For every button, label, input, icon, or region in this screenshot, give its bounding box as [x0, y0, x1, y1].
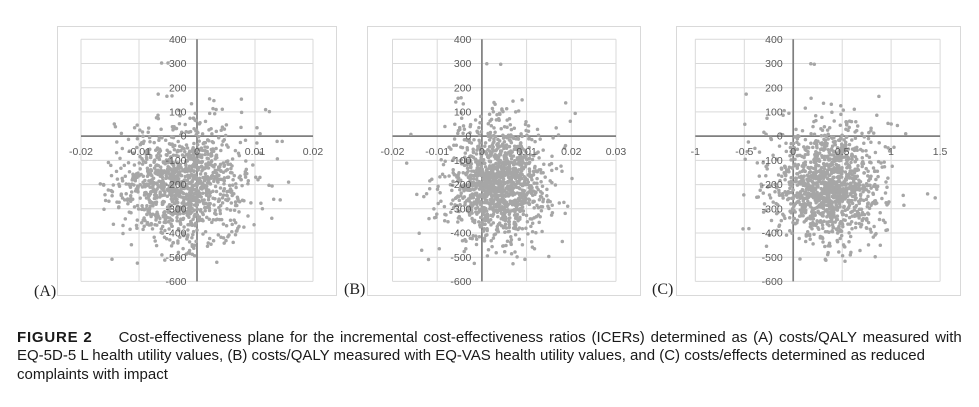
svg-text:0: 0 — [790, 146, 796, 158]
svg-text:0.03: 0.03 — [606, 146, 627, 158]
svg-text:-600: -600 — [450, 276, 471, 288]
svg-text:-100: -100 — [450, 155, 471, 167]
svg-text:0.01: 0.01 — [516, 146, 537, 158]
svg-text:1.5: 1.5 — [933, 146, 948, 158]
svg-text:-0.02: -0.02 — [69, 146, 93, 158]
svg-text:-400: -400 — [165, 228, 186, 240]
svg-text:0: 0 — [777, 131, 783, 143]
svg-text:-300: -300 — [165, 203, 186, 215]
svg-text:100: 100 — [765, 107, 783, 119]
svg-text:-600: -600 — [165, 276, 186, 288]
svg-text:-200: -200 — [165, 179, 186, 191]
svg-text:100: 100 — [169, 107, 187, 119]
svg-text:-500: -500 — [165, 252, 186, 264]
svg-text:-0.5: -0.5 — [735, 146, 753, 158]
svg-text:-500: -500 — [762, 252, 783, 264]
svg-text:-200: -200 — [762, 179, 783, 191]
svg-text:0: 0 — [194, 146, 200, 158]
svg-text:300: 300 — [169, 58, 187, 70]
svg-text:1: 1 — [888, 146, 894, 158]
svg-text:0.01: 0.01 — [245, 146, 266, 158]
svg-text:200: 200 — [765, 82, 783, 94]
svg-text:-0.01: -0.01 — [425, 146, 449, 158]
svg-text:-200: -200 — [450, 179, 471, 191]
svg-text:400: 400 — [765, 34, 783, 46]
svg-text:0.5: 0.5 — [835, 146, 850, 158]
svg-text:200: 200 — [454, 82, 472, 94]
svg-text:-1: -1 — [691, 146, 700, 158]
svg-text:-400: -400 — [762, 228, 783, 240]
svg-text:-100: -100 — [762, 155, 783, 167]
svg-text:0: 0 — [466, 131, 472, 143]
svg-text:200: 200 — [169, 82, 187, 94]
svg-text:0: 0 — [479, 146, 485, 158]
svg-text:0.02: 0.02 — [561, 146, 582, 158]
svg-text:-400: -400 — [450, 228, 471, 240]
svg-text:-0.02: -0.02 — [381, 146, 405, 158]
svg-text:0.02: 0.02 — [303, 146, 324, 158]
svg-text:300: 300 — [454, 58, 472, 70]
svg-text:-300: -300 — [450, 203, 471, 215]
svg-text:400: 400 — [454, 34, 472, 46]
svg-text:-100: -100 — [165, 155, 186, 167]
svg-text:-600: -600 — [762, 276, 783, 288]
svg-text:-500: -500 — [450, 252, 471, 264]
svg-text:100: 100 — [454, 107, 472, 119]
svg-text:0: 0 — [181, 131, 187, 143]
svg-text:-300: -300 — [762, 203, 783, 215]
svg-text:-0.01: -0.01 — [127, 146, 151, 158]
svg-text:300: 300 — [765, 58, 783, 70]
svg-text:400: 400 — [169, 34, 187, 46]
